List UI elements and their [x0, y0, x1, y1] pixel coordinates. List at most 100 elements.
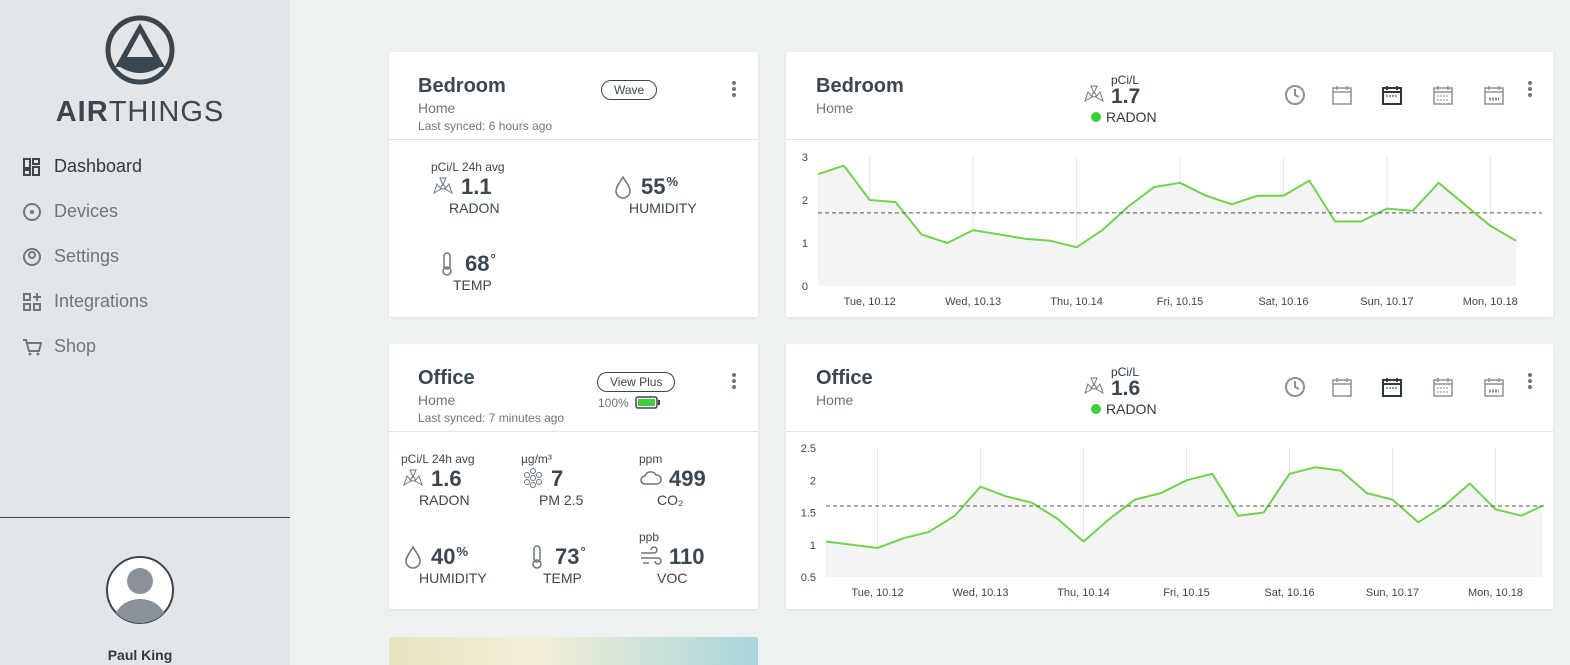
device-badge[interactable]: Wave	[601, 80, 658, 100]
metric: pCi/L 24h avg 1.6 RADON	[401, 452, 521, 508]
device-badge[interactable]: View Plus	[597, 372, 676, 392]
range-button[interactable]	[1381, 376, 1403, 398]
metric-unit: ppm	[639, 452, 663, 466]
card-subtitle: Home	[418, 100, 456, 116]
metric: pCi/L 24h avg 1.1 RADON	[431, 160, 551, 216]
menu[interactable]	[1525, 372, 1535, 390]
metric-icon	[442, 252, 452, 276]
radon-icon	[1084, 85, 1104, 103]
current-metric: RADON	[1106, 401, 1157, 417]
metric-value: 7	[551, 466, 564, 491]
metric-row: 73°	[525, 544, 645, 570]
metric-suffix: %	[456, 544, 469, 559]
x-tick-label: Tue, 10.12	[851, 587, 903, 599]
last-synced: Last synced: 7 minutes ago	[418, 411, 565, 425]
y-tick-label: 1	[802, 238, 808, 250]
metric-icon	[641, 546, 662, 565]
metric-icon	[615, 175, 631, 199]
metric: µg/m³ 7 PM 2.5	[521, 452, 641, 508]
metric-value: 110	[669, 544, 705, 569]
metric-unit: ppb	[639, 530, 660, 544]
chart: 0.5 1 1.5 2 2.5 Tue, 10.12 Wed, 10.13 Thu, 10.1…	[801, 443, 1547, 599]
metric-row: 1.6	[401, 466, 521, 492]
metric-row: 499	[639, 466, 759, 492]
y-tick-label: 0.5	[801, 572, 816, 584]
x-tick-label: Tue, 10.12	[844, 296, 896, 308]
menu[interactable]	[729, 80, 739, 98]
divider	[389, 139, 758, 140]
nav-item[interactable]: Integrations	[22, 291, 148, 312]
nav-label: Integrations	[54, 291, 149, 311]
current-value: 1.6	[1111, 377, 1141, 400]
area	[818, 165, 1517, 286]
metric-unit: pCi/L 24h avg	[431, 160, 505, 174]
y-tick-label: 2	[810, 475, 816, 487]
menu[interactable]	[729, 372, 739, 390]
nav-label: Devices	[54, 201, 119, 221]
nav-item[interactable]: Shop	[22, 336, 96, 357]
y-tick-label: 2	[802, 195, 808, 207]
metric-row: 55%	[611, 174, 731, 200]
avatar[interactable]	[105, 555, 177, 627]
current-metric: RADON	[1106, 109, 1157, 125]
divider	[0, 517, 290, 518]
metric-value: 73°	[555, 544, 586, 569]
metric-icon	[405, 545, 421, 569]
radon-icon	[1084, 377, 1104, 395]
brand-light: THINGS	[108, 96, 225, 128]
metric-suffix: %	[666, 174, 679, 189]
metric-value: 1.1	[461, 174, 492, 199]
metric-value: 1.6	[431, 466, 462, 491]
status-dot	[1091, 404, 1101, 414]
range-button[interactable]	[1432, 84, 1454, 106]
logo	[105, 15, 175, 85]
user-name: Paul King	[107, 647, 173, 663]
metric: 55% HUMIDITY	[611, 160, 731, 216]
metric-suffix: °	[580, 544, 586, 559]
area	[826, 467, 1542, 577]
metric: 68° TEMP	[435, 237, 555, 293]
range-button[interactable]	[1331, 84, 1353, 106]
metric-icon	[524, 468, 542, 488]
x-tick-label: Mon, 10.18	[1468, 587, 1523, 599]
chart-card: Office Home pCi/L 1.6 RADON 0.5 1 1.5 2 2.5 Tue, 1…	[786, 344, 1553, 609]
nav-item[interactable]: Settings	[22, 246, 119, 267]
chart-title: Office	[816, 367, 873, 389]
range-button[interactable]	[1432, 376, 1454, 398]
nav-label: Settings	[54, 246, 120, 266]
range-button[interactable]	[1381, 84, 1403, 106]
nav-item[interactable]: Dashboard	[22, 156, 142, 177]
metric-label: HUMIDITY	[419, 570, 487, 586]
metric-icon	[403, 469, 423, 487]
device-card: Bedroom Home Last synced: 6 hours ago Wa…	[389, 52, 758, 317]
range-button[interactable]	[1483, 84, 1505, 106]
x-tick-label: Fri, 10.15	[1157, 296, 1203, 308]
metric-unit: pCi/L 24h avg	[401, 452, 475, 466]
x-tick-label: Sat, 10.16	[1258, 296, 1308, 308]
x-tick-label: Thu, 10.14	[1050, 296, 1103, 308]
chart-subtitle: Home	[816, 100, 854, 116]
chart: 0 1 2 3 Tue, 10.12 Wed, 10.13 Thu, 10.14 Fri, 1…	[802, 152, 1542, 308]
metric-unit	[611, 160, 731, 174]
metric-unit	[401, 530, 521, 544]
range-button[interactable]	[1331, 376, 1353, 398]
range-button[interactable]	[1284, 84, 1306, 106]
metric-row: 7	[521, 466, 641, 492]
metric-unit	[435, 237, 555, 251]
nav-item[interactable]: Devices	[22, 201, 118, 222]
metric: ppm 499 CO₂	[639, 452, 759, 508]
divider	[786, 139, 1553, 140]
metric-row: 40%	[401, 544, 521, 570]
metric-value: 499	[669, 466, 706, 491]
range-button[interactable]	[1284, 376, 1306, 398]
chart-title: Bedroom	[816, 75, 904, 97]
x-tick-label: Sun, 10.17	[1366, 587, 1419, 599]
device-card: Office Home Last synced: 7 minutes ago V…	[389, 344, 758, 609]
x-tick-label: Sun, 10.17	[1360, 296, 1413, 308]
metric-value: 55%	[641, 174, 679, 199]
menu[interactable]	[1525, 80, 1535, 98]
range-button[interactable]	[1483, 376, 1505, 398]
weather-card	[389, 637, 758, 665]
x-tick-label: Wed, 10.13	[952, 587, 1008, 599]
